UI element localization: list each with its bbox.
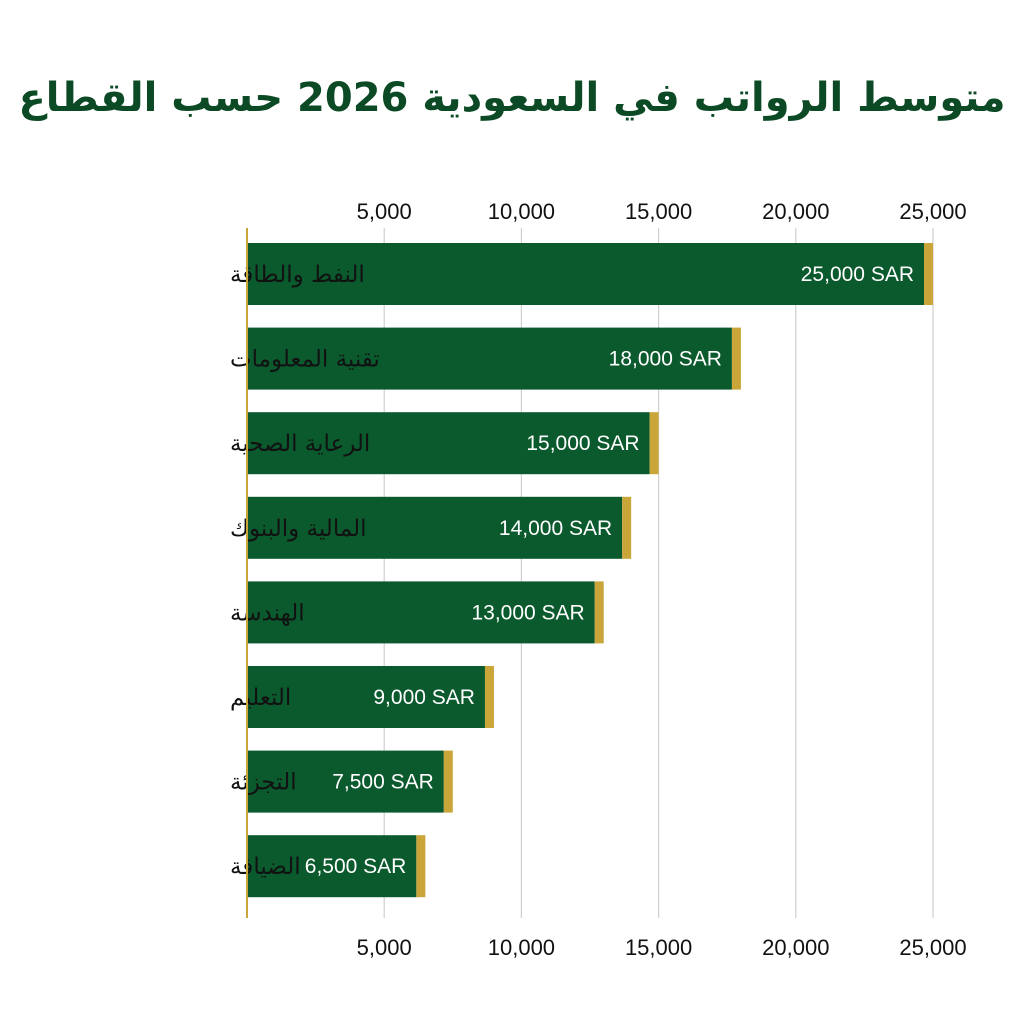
x-tick-label-top: 25,000: [899, 199, 966, 224]
category-label: التجزئة: [230, 770, 297, 796]
bar: [247, 243, 924, 305]
bar-value-label: 15,000 SAR: [526, 432, 639, 455]
category-label: الضيافة: [230, 854, 301, 880]
category-label: المالية والبنوك: [230, 516, 367, 542]
chart-title: متوسط الرواتب في السعودية 2026 حسب القطا…: [18, 75, 1006, 121]
bar-cap: [924, 243, 933, 305]
bar-value-label: 6,500 SAR: [305, 855, 407, 878]
bar-value-label: 18,000 SAR: [609, 348, 722, 371]
category-label: الرعاية الصحية: [230, 431, 370, 457]
bar-value-label: 9,000 SAR: [373, 686, 475, 709]
bars: 25,000 SAR 18,000 SAR 15,000 SAR 14,000 SAR…: [247, 243, 933, 898]
category-labels: النفط والطاقة تقنية المعلومات الرعاية الصح…: [230, 262, 380, 880]
x-axis-ticks: 5,000 5,000 10,000 10,000 15,000 15,000 20,000…: [357, 199, 967, 960]
x-tick-label-bottom: 15,000: [625, 935, 692, 960]
bar: [247, 835, 417, 898]
bar-cap: [416, 835, 426, 898]
bar-cap: [731, 327, 741, 390]
bar-value-label: 13,000 SAR: [471, 601, 584, 624]
x-tick-label-top: 15,000: [625, 199, 692, 224]
category-label: تقنية المعلومات: [230, 347, 380, 373]
x-tick-label-bottom: 25,000: [899, 935, 966, 960]
bar-value-label: 7,500 SAR: [332, 771, 434, 794]
bar-value-label: 14,000 SAR: [499, 517, 612, 540]
bar: [247, 496, 623, 559]
bar-cap: [622, 496, 632, 559]
bar: [247, 327, 732, 390]
bar-cap: [443, 750, 453, 813]
category-label: النفط والطاقة: [230, 262, 365, 288]
bar: [247, 412, 650, 475]
bar: [247, 581, 595, 644]
bar-cap: [594, 581, 604, 644]
x-tick-label-bottom: 20,000: [762, 935, 829, 960]
category-label: الهندسة: [230, 600, 305, 626]
bar-cap: [649, 412, 659, 475]
x-tick-label-top: 20,000: [762, 199, 829, 224]
bar-cap: [484, 666, 494, 728]
bar-value-label: 25,000 SAR: [801, 263, 914, 286]
x-tick-label-top: 10,000: [488, 199, 555, 224]
x-tick-label-bottom: 10,000: [488, 935, 555, 960]
x-tick-label-bottom: 5,000: [357, 935, 412, 960]
x-tick-label-top: 5,000: [357, 199, 412, 224]
bar: [247, 750, 444, 813]
category-label: التعليم: [230, 685, 291, 711]
bar: [247, 666, 485, 728]
